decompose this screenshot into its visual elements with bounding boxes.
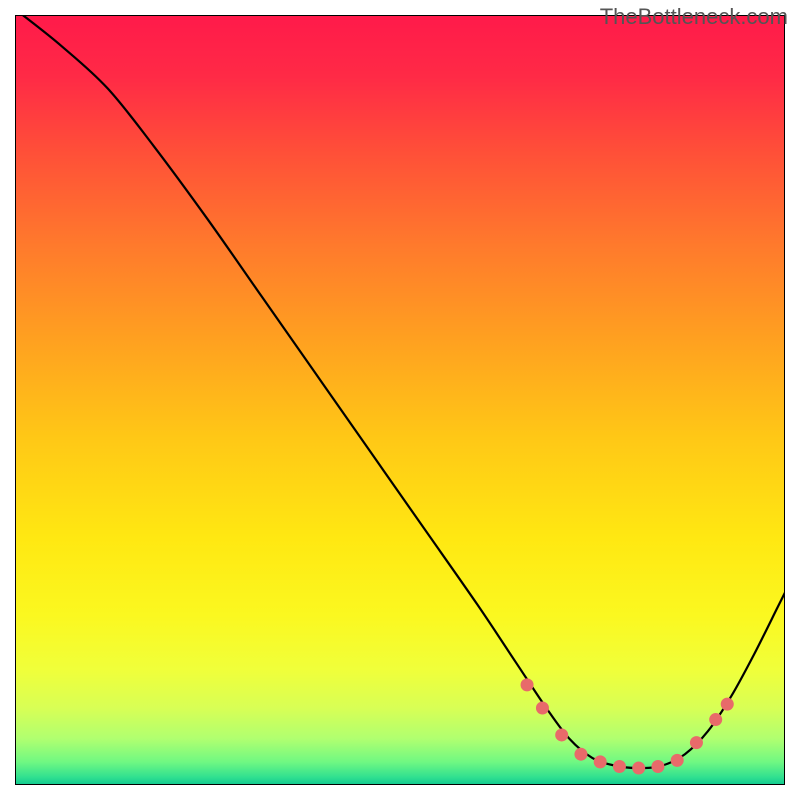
chart-background xyxy=(15,15,785,785)
data-marker xyxy=(536,702,549,715)
watermark-text: TheBottleneck.com xyxy=(600,4,788,30)
data-marker xyxy=(671,754,684,767)
data-marker xyxy=(709,713,722,726)
data-marker xyxy=(632,762,645,775)
data-marker xyxy=(521,678,534,691)
data-marker xyxy=(574,748,587,761)
data-marker xyxy=(690,736,703,749)
chart-svg xyxy=(15,15,785,785)
data-marker xyxy=(594,755,607,768)
data-marker xyxy=(613,760,626,773)
data-marker xyxy=(721,698,734,711)
data-marker xyxy=(651,760,664,773)
bottleneck-chart xyxy=(15,15,785,785)
data-marker xyxy=(555,728,568,741)
